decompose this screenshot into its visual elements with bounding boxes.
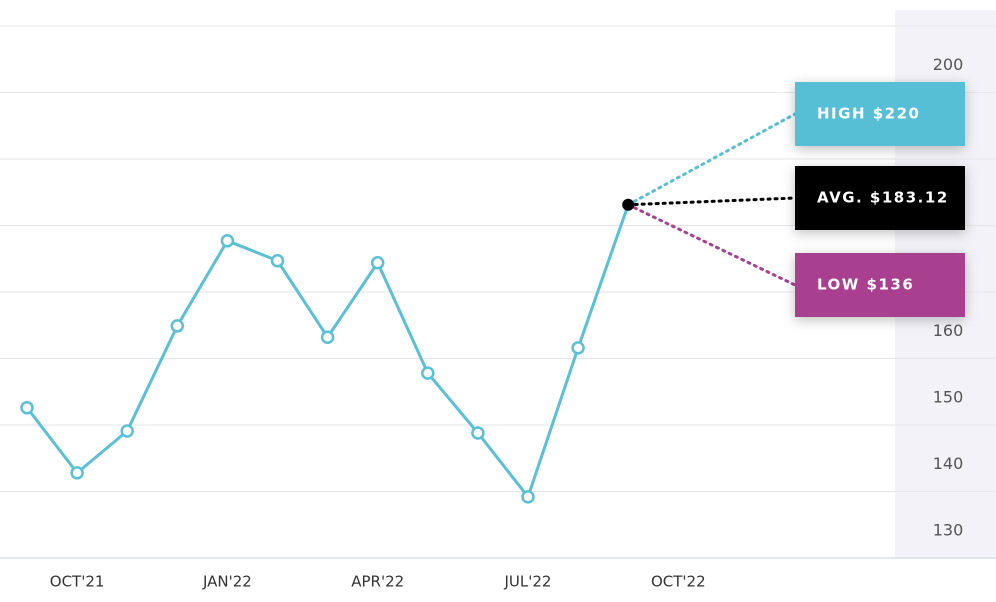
forecast-label: LOW $136 bbox=[817, 276, 914, 294]
point bbox=[421, 366, 435, 380]
x-tick-label: APR'22 bbox=[351, 573, 404, 591]
point bbox=[170, 319, 185, 333]
x-tick-label: OCT'21 bbox=[50, 573, 105, 591]
forecast-line bbox=[626, 196, 797, 207]
point bbox=[320, 330, 335, 344]
point bbox=[220, 234, 235, 248]
x-tick-label: JAN'22 bbox=[202, 573, 252, 591]
y-tick-label: 200 bbox=[933, 55, 964, 74]
point bbox=[370, 255, 385, 270]
forecast-line bbox=[626, 203, 797, 287]
forecast-box bbox=[795, 253, 965, 317]
forecast-label: AVG. $183.12 bbox=[817, 189, 949, 207]
point bbox=[270, 253, 285, 268]
x-tick-label: OCT'22 bbox=[651, 573, 706, 591]
average-point bbox=[622, 198, 635, 211]
point bbox=[471, 426, 485, 440]
y-tick-label: 140 bbox=[933, 454, 964, 473]
y-tick-label: 160 bbox=[933, 321, 964, 340]
point bbox=[120, 424, 134, 438]
forecast-label: HIGH $220 bbox=[817, 105, 920, 123]
y-tick-label: 150 bbox=[933, 388, 964, 407]
x-tick-label: JUL'22 bbox=[504, 573, 552, 591]
y-tick-label: 130 bbox=[933, 521, 964, 540]
point bbox=[521, 490, 535, 504]
point bbox=[20, 400, 34, 415]
price-line bbox=[25, 204, 630, 499]
forecast-box bbox=[795, 166, 965, 230]
point bbox=[70, 466, 84, 480]
forecast-box bbox=[795, 82, 965, 146]
point bbox=[571, 341, 585, 355]
